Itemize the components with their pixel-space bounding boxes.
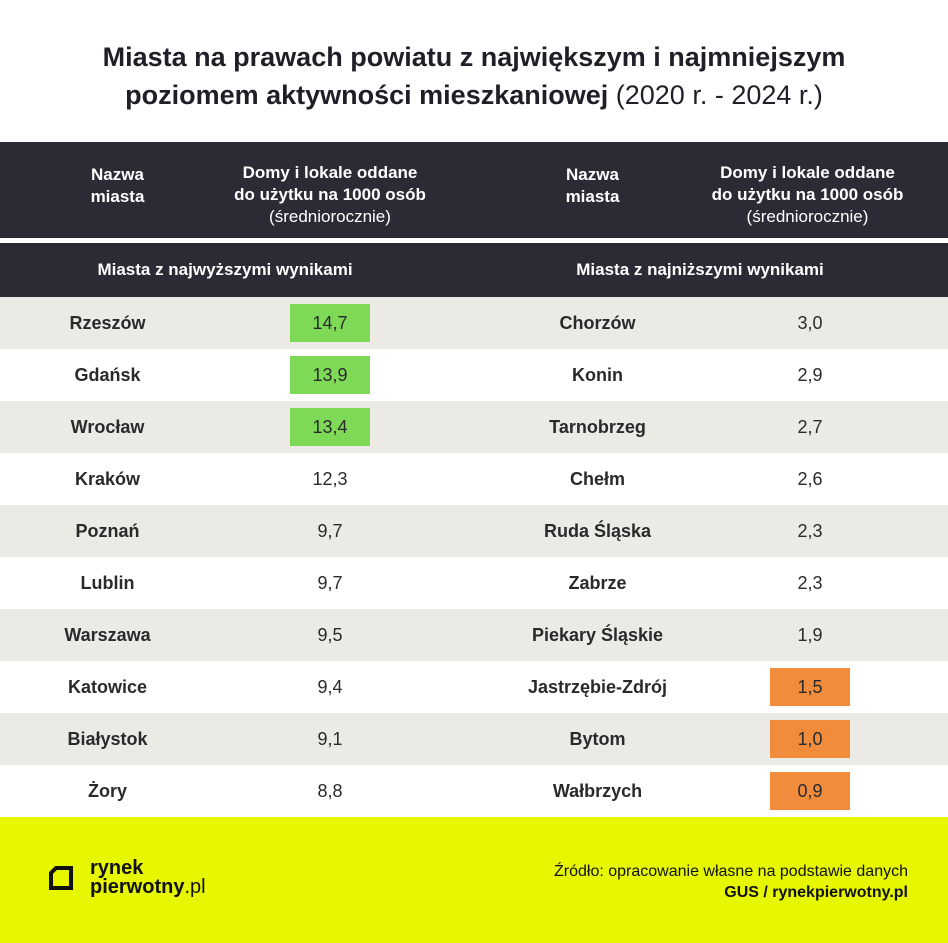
- left-value-cell: 13,9: [250, 349, 410, 401]
- right-city-cell: Wałbrzych: [552, 781, 643, 801]
- left-city-cell: Białystok: [67, 729, 148, 749]
- left-value-cell: 9,1: [317, 729, 343, 749]
- logo-bracket-icon: [49, 866, 73, 890]
- table-row: Poznań 9,7 Ruda Śląska 2,3: [0, 505, 948, 557]
- right-city-cell: Tarnobrzeg: [549, 417, 646, 437]
- title-years: (2020 r. - 2024 r.): [615, 80, 823, 110]
- left-city-cell: Rzeszów: [69, 313, 146, 333]
- left-value-cell: 12,3: [312, 469, 348, 489]
- subheader-left: Miasta z najwyższymi wynikami: [97, 260, 353, 279]
- left-value-highlight: 14,7: [290, 304, 370, 342]
- subheader-right: Miasta z najniższymi wynikami: [576, 260, 824, 279]
- right-city-cell: Chorzów: [559, 313, 636, 333]
- table-row: Kraków 12,3 Chełm 2,6: [0, 453, 948, 505]
- header-right-name-2: miasta: [565, 187, 620, 206]
- logo-line-2-bold: pierwotny: [90, 876, 185, 898]
- left-value-cell: 9,7: [317, 573, 343, 593]
- right-value-highlight: 0,9: [770, 772, 850, 810]
- source-note: Źródło: opracowanie własne na podstawie …: [554, 861, 908, 903]
- left-city-cell: Żory: [87, 781, 127, 801]
- header-right-value-3: (średniorocznie): [746, 207, 869, 226]
- header-right-name: Nazwa miasta: [505, 164, 680, 208]
- table-row: Wrocław 13,4 Tarnobrzeg 2,7: [0, 401, 948, 453]
- logo-line-2-thin: .pl: [184, 876, 206, 898]
- title-line-2: poziomem aktywności mieszkaniowej: [125, 80, 609, 110]
- left-city-cell: Katowice: [67, 677, 148, 697]
- header-divider: [0, 238, 948, 243]
- right-value-cell: 2,3: [797, 573, 823, 593]
- table-row: Żory 8,8 Wałbrzych 0,9: [0, 765, 948, 817]
- left-value-cell: 14,7: [250, 297, 410, 349]
- section-subheader: Miasta z najwyższymi wynikami Miasta z n…: [0, 243, 948, 297]
- footer: rynek pierwotny.pl Źródło: opracowanie w…: [0, 817, 948, 943]
- right-city-cell: Zabrze: [568, 573, 627, 593]
- header-left-value-3: (średniorocznie): [269, 207, 391, 226]
- table-header: Nazwa miasta Domy i lokale oddane do uży…: [0, 142, 948, 238]
- header-right-value-1: Domy i lokale oddane: [720, 163, 895, 182]
- right-value-cell: 2,3: [797, 521, 823, 541]
- right-value-cell: 2,7: [797, 417, 823, 437]
- right-value-cell: 1,9: [797, 625, 823, 645]
- logo-line-2: pierwotny.pl: [90, 876, 206, 898]
- logo-line-1: rynek: [90, 857, 144, 879]
- title-line-1: Miasta na prawach powiatu z największym …: [102, 42, 846, 72]
- table-row: Gdańsk 13,9 Konin 2,9: [0, 349, 948, 401]
- left-value-cell: 9,5: [317, 625, 343, 645]
- left-city-cell: Wrocław: [70, 417, 145, 437]
- header-left-value: Domy i lokale oddane do użytku na 1000 o…: [205, 162, 455, 228]
- left-value-cell: 13,4: [250, 401, 410, 453]
- right-city-cell: Ruda Śląska: [543, 521, 652, 541]
- right-city-cell: Piekary Śląskie: [531, 625, 664, 645]
- source-line-2: GUS / rynekpierwotny.pl: [724, 884, 908, 901]
- left-value-highlight: 13,9: [290, 356, 370, 394]
- table-row: Białystok 9,1 Bytom 1,0: [0, 713, 948, 765]
- logo-text: rynek pierwotny.pl: [90, 857, 206, 898]
- left-value-cell: 9,4: [317, 677, 343, 697]
- left-city-cell: Poznań: [75, 521, 140, 541]
- table-row: Warszawa 9,5 Piekary Śląskie 1,9: [0, 609, 948, 661]
- header-left-value-1: Domy i lokale oddane: [242, 163, 418, 182]
- header-right-name-1: Nazwa: [566, 165, 619, 184]
- right-value-cell: 3,0: [797, 313, 823, 333]
- left-city-cell: Kraków: [74, 469, 141, 489]
- right-city-cell: Konin: [572, 365, 623, 385]
- header-left-name-2: miasta: [90, 187, 145, 206]
- right-value-cell: 2,9: [797, 365, 823, 385]
- right-value-cell: 1,5: [730, 661, 890, 713]
- right-city-cell: Jastrzębie-Zdrój: [527, 677, 668, 697]
- header-left-name: Nazwa miasta: [30, 164, 205, 208]
- header-right-value: Domy i lokale oddane do użytku na 1000 o…: [680, 162, 935, 228]
- table-body: Rzeszów 14,7 Chorzów 3,0 Gdańsk 13,9 Konin 2,9 W…: [0, 297, 948, 817]
- right-value-cell: 2,6: [797, 469, 823, 489]
- right-value-cell: 1,0: [730, 713, 890, 765]
- left-city-cell: Gdańsk: [74, 365, 141, 385]
- right-city-cell: Bytom: [569, 729, 626, 749]
- header-left-value-2: do użytku na 1000 osób: [234, 185, 426, 204]
- right-value-highlight: 1,5: [770, 668, 850, 706]
- header-right-value-2: do użytku na 1000 osób: [711, 185, 904, 204]
- source-line-1: Źródło: opracowanie własne na podstawie …: [554, 863, 908, 880]
- left-value-highlight: 13,4: [290, 408, 370, 446]
- left-city-cell: Lublin: [80, 573, 135, 593]
- header-left-name-1: Nazwa: [91, 165, 144, 184]
- table-row: Rzeszów 14,7 Chorzów 3,0: [0, 297, 948, 349]
- right-value-highlight: 1,0: [770, 720, 850, 758]
- table-row: Lublin 9,7 Zabrze 2,3: [0, 557, 948, 609]
- right-city-cell: Chełm: [569, 469, 625, 489]
- table-row: Katowice 9,4 Jastrzębie-Zdrój 1,5: [0, 661, 948, 713]
- left-value-cell: 9,7: [317, 521, 343, 541]
- page-title: Miasta na prawach powiatu z największym …: [0, 38, 948, 114]
- right-value-cell: 0,9: [730, 765, 890, 817]
- left-city-cell: Warszawa: [64, 625, 151, 645]
- left-value-cell: 8,8: [317, 781, 343, 801]
